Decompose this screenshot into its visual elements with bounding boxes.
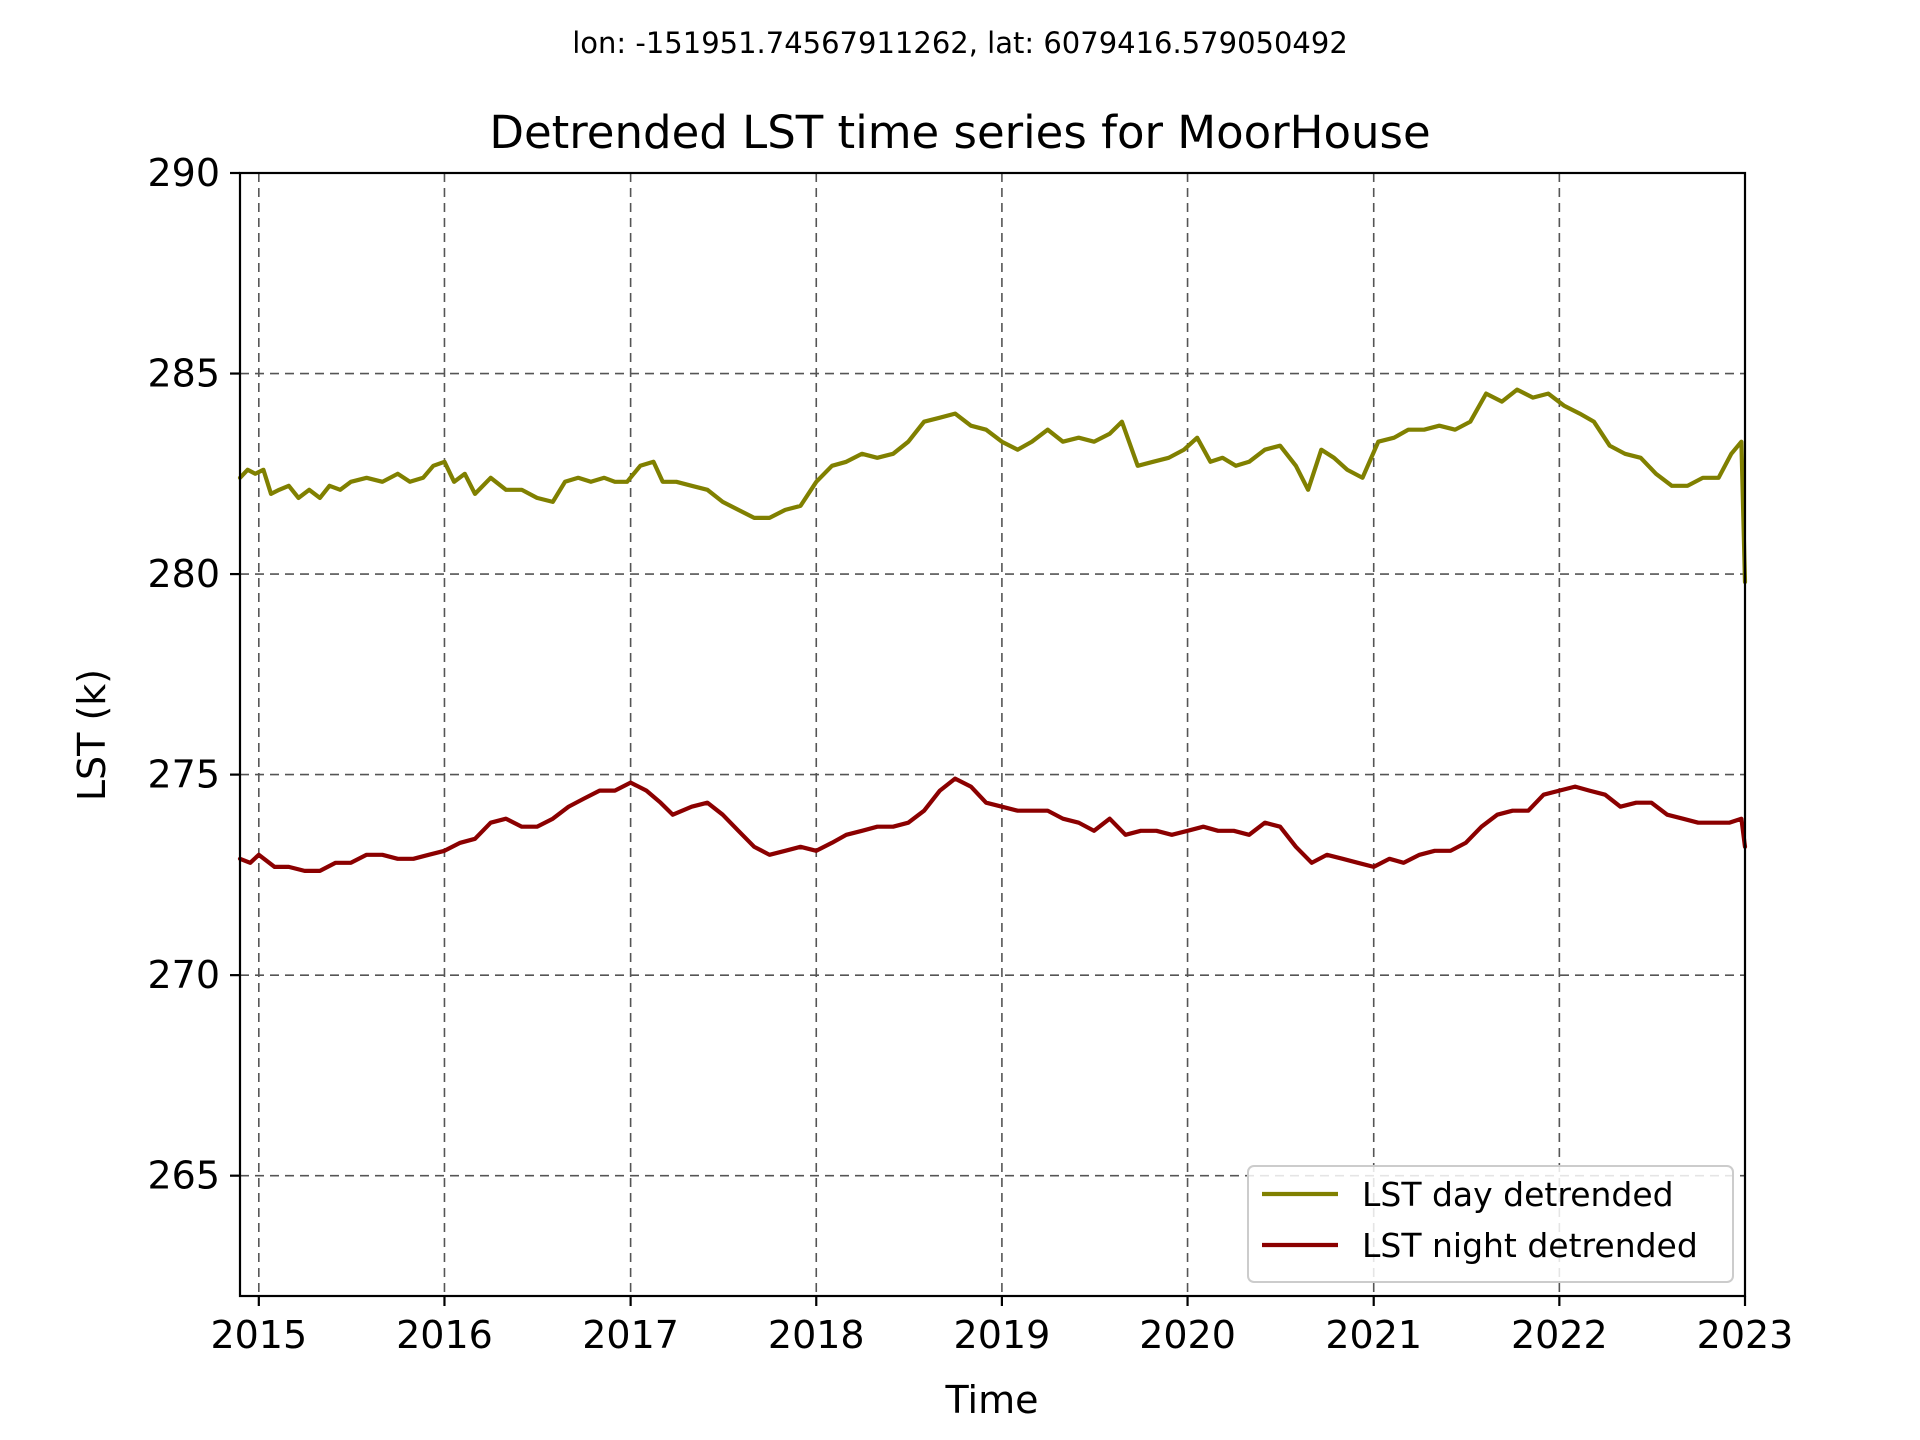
- plot-frame: [238, 171, 1747, 1298]
- y-tick-label: 275: [147, 753, 220, 797]
- y-tick-label: 270: [147, 953, 220, 997]
- x-tick-label: 2022: [1511, 1313, 1608, 1357]
- x-tick-label: 2019: [954, 1313, 1051, 1357]
- y-tick-label: 290: [147, 151, 220, 195]
- y-axis-label: LST (k): [70, 669, 114, 801]
- x-tick-label: 2021: [1325, 1313, 1422, 1357]
- chart-title: Detrended LST time series for MoorHouse: [489, 106, 1430, 159]
- chart-suptitle: lon: -151951.74567911262, lat: 6079416.5…: [572, 26, 1348, 60]
- x-axis: 2015 2016 2017 2018 2019 2020 2021 2022 2023: [210, 1296, 1793, 1357]
- x-tick-label: 2017: [582, 1313, 679, 1357]
- series-lines: [237, 387, 1748, 873]
- y-tick-label: 280: [147, 552, 220, 596]
- y-tick-label: 285: [147, 352, 220, 396]
- x-tick-label: 2023: [1697, 1313, 1794, 1357]
- legend-box: [1247, 1165, 1734, 1283]
- x-axis-label: Time: [945, 1378, 1039, 1422]
- legend: LST day detrended LST night detrended: [1247, 1165, 1734, 1283]
- x-tick-label: 2015: [210, 1313, 307, 1357]
- x-tick-label: 2016: [396, 1313, 493, 1357]
- x-tick-label: 2020: [1139, 1313, 1236, 1357]
- x-tick-label: 2018: [768, 1313, 865, 1357]
- day-series-line: [237, 387, 1748, 585]
- night-series-line: [237, 776, 1748, 873]
- grid-lines: [240, 172, 1746, 1296]
- legend-label-day: LST day detrended: [1362, 1175, 1674, 1214]
- y-axis: 265 270 275 280 285 290: [147, 151, 240, 1198]
- y-tick-label: 265: [147, 1154, 220, 1198]
- legend-label-night: LST night detrended: [1362, 1226, 1698, 1265]
